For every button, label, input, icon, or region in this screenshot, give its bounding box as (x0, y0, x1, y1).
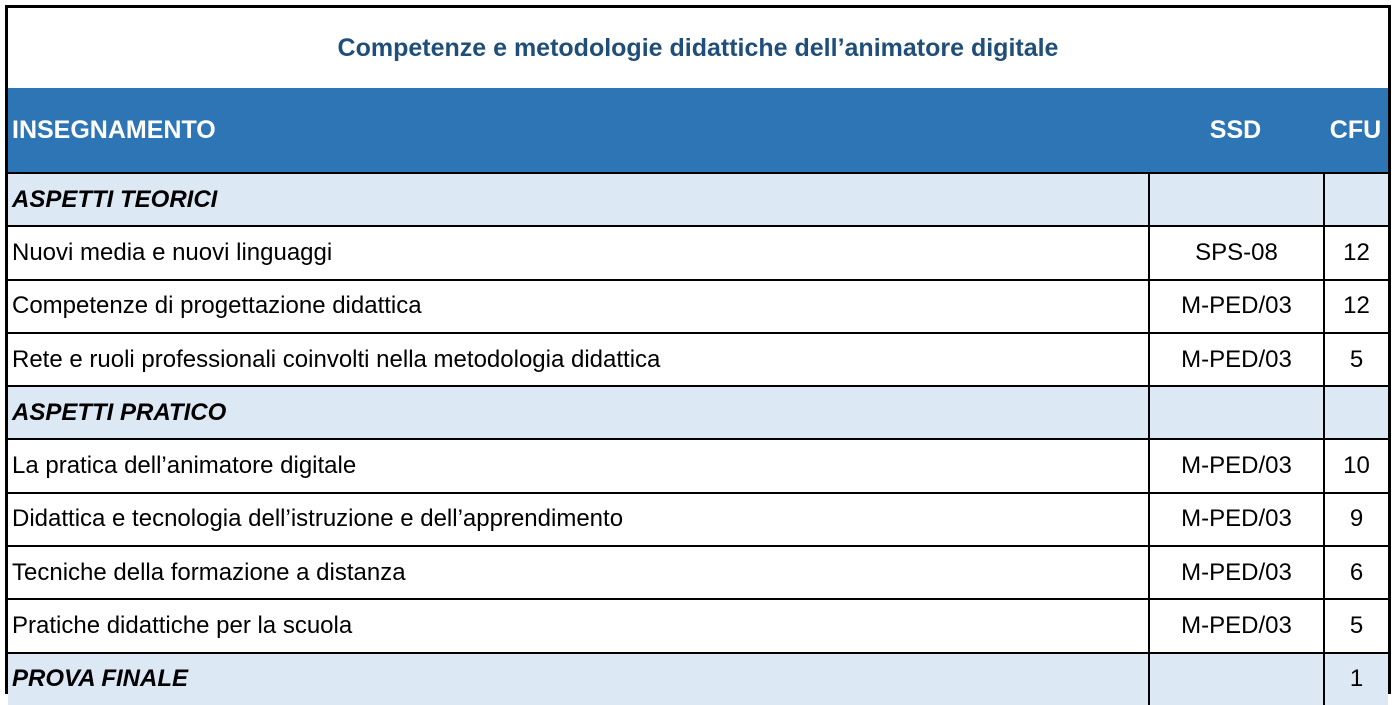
row-name: Competenze di progettazione didattica (12, 292, 422, 320)
row-ssd: M-PED/03 (1148, 440, 1323, 492)
row-cfu: 6 (1323, 547, 1388, 599)
table-row: Nuovi media e nuovi linguaggi SPS-08 12 (8, 225, 1388, 279)
row-cfu (1323, 174, 1388, 226)
row-name: Nuovi media e nuovi linguaggi (12, 238, 333, 266)
row-ssd: M-PED/03 (1148, 493, 1323, 546)
row-ssd (1148, 174, 1323, 226)
table-title: Competenze e metodologie didattiche dell… (337, 33, 1059, 62)
row-name: ASPETTI PRATICO (12, 398, 227, 426)
row-ssd (1148, 653, 1323, 705)
table-body: ASPETTI TEORICI Nuovi media e nuovi ling… (8, 172, 1388, 705)
header-insegnamento: INSEGNAMENTO (12, 115, 216, 144)
row-cfu: 1 (1323, 653, 1388, 705)
curriculum-table: Competenze e metodologie didattiche dell… (5, 5, 1391, 705)
row-name: PROVA FINALE (12, 665, 189, 693)
table-row: La pratica dell’animatore digitale M-PED… (8, 438, 1388, 492)
header-cfu: CFU (1329, 115, 1382, 144)
row-cfu: 10 (1323, 440, 1388, 492)
section-row: PROVA FINALE 1 (8, 651, 1388, 705)
section-row: ASPETTI TEORICI (8, 172, 1388, 226)
row-name: Didattica e tecnologia dell’istruzione e… (12, 505, 624, 533)
row-cfu: 5 (1323, 600, 1388, 652)
row-name: Rete e ruoli professionali coinvolti nel… (12, 345, 661, 373)
table-row: Rete e ruoli professionali coinvolti nel… (8, 331, 1388, 386)
row-name: Pratiche didattiche per la scuola (12, 612, 353, 640)
row-ssd: M-PED/03 (1148, 333, 1323, 386)
row-ssd (1148, 387, 1323, 439)
table-row: Tecniche della formazione a distanza M-P… (8, 545, 1388, 599)
row-ssd: M-PED/03 (1148, 600, 1323, 652)
row-cfu: 12 (1323, 280, 1388, 332)
row-ssd: M-PED/03 (1148, 280, 1323, 332)
row-name: ASPETTI TEORICI (12, 185, 218, 213)
section-row: ASPETTI PRATICO (8, 385, 1388, 439)
row-cfu: 9 (1323, 493, 1388, 546)
row-cfu: 12 (1323, 227, 1388, 279)
row-name: La pratica dell’animatore digitale (12, 452, 357, 480)
header-ssd: SSD (1209, 115, 1262, 144)
row-name: Tecniche della formazione a distanza (12, 558, 406, 586)
table-row: Didattica e tecnologia dell’istruzione e… (8, 491, 1388, 546)
row-cfu (1323, 387, 1388, 439)
table-header: INSEGNAMENTO SSD CFU (8, 88, 1388, 172)
row-ssd: SPS-08 (1148, 227, 1323, 279)
row-cfu: 5 (1323, 333, 1388, 386)
table-row: Pratiche didattiche per la scuola M-PED/… (8, 598, 1388, 652)
row-ssd: M-PED/03 (1148, 547, 1323, 599)
table-row: Competenze di progettazione didattica M-… (8, 278, 1388, 332)
